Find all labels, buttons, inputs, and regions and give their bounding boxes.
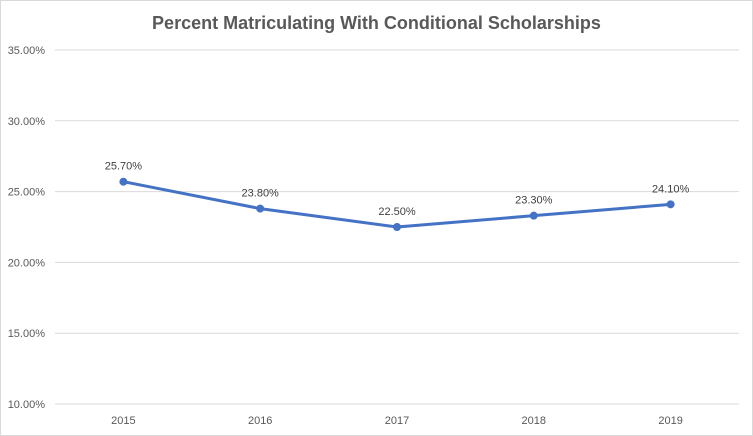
x-tick-label: 2016 [248,415,272,427]
y-tick-label: 15.00% [8,328,46,340]
data-point [119,177,128,186]
series-line [121,180,673,229]
data-label: 23.30% [515,195,553,207]
y-tick-label: 30.00% [8,116,46,128]
data-point [666,200,675,209]
data-label: 23.80% [242,188,280,200]
data-label: 25.70% [105,161,143,173]
x-tick-label: 2018 [522,415,546,427]
x-tick-label: 2015 [111,415,135,427]
y-tick-label: 25.00% [8,187,46,199]
y-tick-label: 35.00% [8,45,46,57]
y-tick-label: 10.00% [8,399,46,411]
data-label: 24.10% [652,183,690,195]
data-point [529,211,538,220]
x-tick-label: 2019 [658,415,682,427]
y-tick-label: 20.00% [8,257,46,269]
chart-title: Percent Matriculating With Conditional S… [152,13,601,33]
data-point [393,223,401,231]
data-point [256,204,265,213]
data-label: 22.50% [378,206,416,218]
x-tick-label: 2017 [385,415,409,427]
